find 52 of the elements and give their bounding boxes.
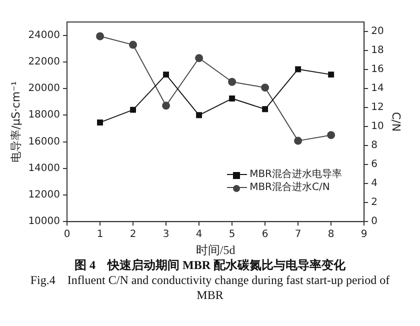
point (163, 72, 170, 78)
legend-label: MBR混合进水电导率 (250, 168, 342, 181)
x-tick-label: 4 (196, 229, 202, 240)
y2-tick-label: 4 (371, 178, 378, 190)
point (195, 54, 204, 62)
y2-tick-label: 8 (371, 140, 378, 152)
y-tick-label: 22000 (28, 56, 60, 68)
y-tick-label: 14000 (28, 162, 60, 174)
point (97, 119, 103, 126)
y-tick-label: 20000 (28, 83, 60, 94)
y-tick-label: 16000 (28, 136, 60, 148)
point (96, 32, 104, 40)
caption: Fig.4 Influent C/N and conductivity change during fast start-up period of MBR (29, 273, 391, 303)
point (196, 112, 202, 118)
point (295, 66, 302, 72)
point (130, 106, 136, 113)
y2-tick-label: 2 (371, 197, 378, 208)
x-tick-label: 7 (294, 229, 302, 240)
y2-tick-label: 16 (371, 64, 384, 76)
x-tick-label: 2 (130, 229, 136, 240)
point (129, 40, 138, 49)
y2-axis-title: C/N (390, 112, 403, 132)
y2-tick-label: 18 (371, 45, 384, 56)
y2-tick-label: 20 (371, 26, 384, 38)
point (229, 96, 236, 102)
y-tick-label: 10000 (28, 216, 60, 228)
point (228, 78, 236, 86)
y2-tick-label: 0 (371, 216, 378, 228)
x-tick-label: 1 (96, 229, 104, 240)
x-tick-label: 6 (262, 229, 268, 240)
point (162, 102, 170, 110)
y2-tick-label: 10 (371, 121, 384, 132)
x-tick-label: 0 (64, 229, 70, 240)
x-tick-label: 8 (328, 229, 334, 240)
point (261, 84, 270, 92)
y-tick-label: 18000 (28, 110, 60, 121)
x-tick-label: 3 (162, 229, 170, 240)
y-axis-title: 电导率/μS·cm⁻¹ (9, 81, 22, 162)
point (294, 136, 302, 145)
y2-tick-label: 12 (371, 102, 384, 114)
point (328, 72, 334, 78)
point (262, 106, 268, 112)
y2-tick-label: 6 (371, 159, 378, 170)
y2-tick-label: 14 (371, 83, 384, 94)
y-tick-label: 12000 (28, 190, 60, 201)
point (327, 131, 336, 140)
x-tick-label: 9 (360, 229, 368, 240)
x-axis-title: 时间/5d (196, 242, 236, 257)
legend-label: MBR混合进水C/N (250, 181, 330, 194)
y-tick-label: 24000 (28, 30, 60, 41)
x-tick-label: 5 (228, 229, 236, 240)
caption: 图 4 快速启动期间 MBR 配水碳氮比与电导率变化 (74, 258, 346, 273)
